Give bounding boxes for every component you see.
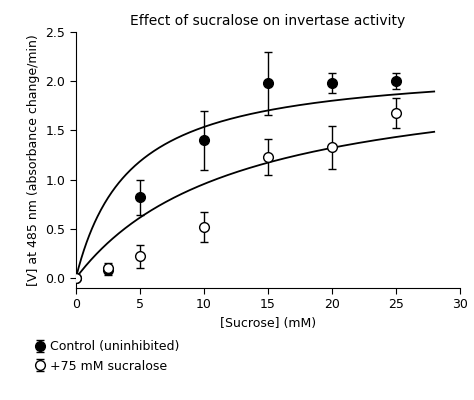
Legend: Control (uninhibited), +75 mM sucralose: Control (uninhibited), +75 mM sucralose <box>36 340 179 372</box>
Title: Effect of sucralose on invertase activity: Effect of sucralose on invertase activit… <box>130 14 405 28</box>
Y-axis label: [V] at 485 nm (absorbance change/min): [V] at 485 nm (absorbance change/min) <box>27 34 40 286</box>
X-axis label: [Sucrose] (mM): [Sucrose] (mM) <box>220 317 316 330</box>
